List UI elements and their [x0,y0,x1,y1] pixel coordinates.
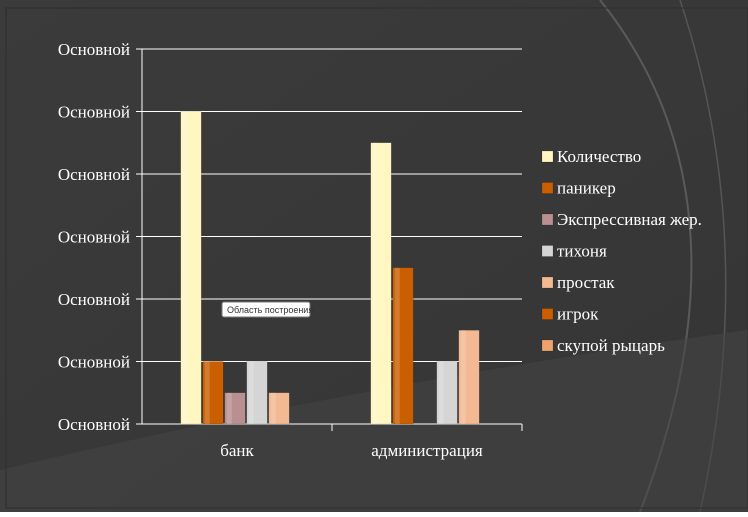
bar-highlight [460,330,466,424]
bar-administration-series-4 [458,330,480,425]
y-tick-label: Основной [58,165,130,184]
bar-bank-series-2 [224,392,246,425]
bars [180,111,480,425]
bar-highlight [394,267,400,424]
bar-highlight [248,361,254,424]
tooltip-box [221,301,311,318]
y-tick-label: Основной [58,353,130,372]
x-tick-label: администрация [371,441,483,460]
legend-label: игрок [557,305,599,324]
bar-highlight [226,392,232,424]
y-tick-label: Основной [58,103,130,122]
plot-area-tooltip: Область построения [221,301,313,318]
tooltip-text: Область построения [227,305,313,315]
x-axis-ticks: банк администрация [220,424,523,460]
bar-bank-series-3 [246,361,268,425]
bar-administration-series-1 [392,267,414,425]
legend-label: тихоня [557,242,607,261]
legend-label: паникер [557,179,616,198]
x-tick-label: банк [220,441,254,460]
legend-label: Количество [557,147,641,166]
legend-swatch [541,150,554,163]
legend-label: Экспрессивная жер. [557,210,702,229]
legend-swatch [541,213,554,226]
legend-swatch [541,245,554,257]
legend-swatch [541,339,554,352]
legend-label: простак [557,273,615,292]
bar-bank-series-0 [180,111,202,425]
slide-border [5,7,748,509]
bar-administration-series-0 [370,142,392,425]
bar-bank-series-1 [202,361,224,425]
legend-swatch [541,308,554,320]
y-axis-ticks: Основной Основной Основной Основной Основной… [58,40,130,434]
bar-highlight [438,361,444,424]
bar-highlight [204,361,210,424]
bar-highlight [182,111,188,424]
y-tick-label: Основной [58,415,130,434]
y-tick-label: Основной [58,40,130,59]
legend-swatch [541,276,554,289]
y-tick-label: Основной [58,290,130,309]
bar-highlight [270,392,276,424]
y-tick-label: Основной [58,228,130,247]
bar-bank-series-4 [268,392,290,425]
bar-highlight [372,142,378,424]
legend-swatch [541,182,554,194]
bar-administration-series-3 [436,361,458,425]
legend: Количество паникер Экспрессивная жер. тихон… [541,147,702,355]
legend-label: скупой рыцарь [557,336,665,355]
